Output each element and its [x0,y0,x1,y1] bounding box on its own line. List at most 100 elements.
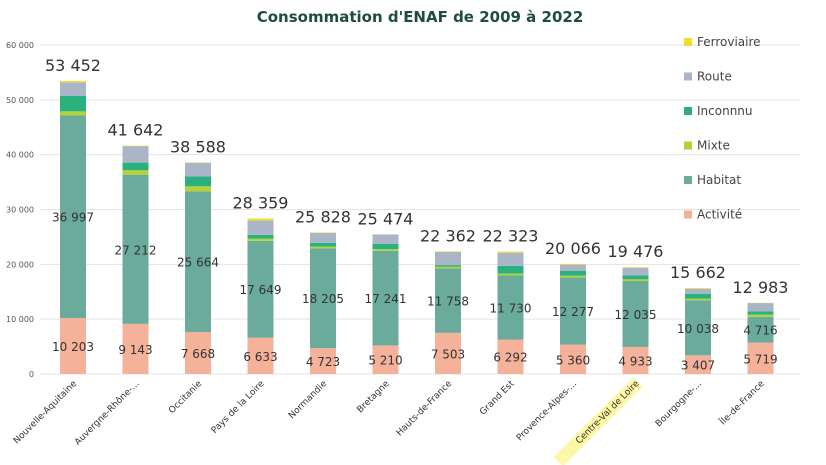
segment-value-label: 5 210 [368,354,402,368]
bar-segment-activité [435,332,461,374]
segment-value-label: 3 407 [681,359,715,373]
segment-value-label: 4 723 [306,355,340,369]
x-tick: Hauts-de-France [395,379,455,439]
bar-segment-activité [247,337,274,374]
bar-segment-habitat [497,275,524,340]
segment-value-label: 17 241 [365,292,407,306]
bar-segment-inconnnu [310,242,336,247]
x-tick: Bretagne [355,379,392,416]
legend-label: Route [697,70,732,84]
legend-swatch [684,38,692,46]
bar-segment-activité [747,342,774,374]
bar-segment-inconnnu [247,234,274,239]
bar-segment-inconnnu [560,270,586,276]
segment-value-label: 6 633 [243,350,277,364]
segment-value-label: 10 203 [52,340,94,354]
segment-value-label: 25 664 [177,256,219,270]
y-tick-label: 20 000 [6,260,34,269]
bar-segment-habitat [435,268,461,333]
bar-segment-inconnnu [185,176,211,187]
highlight-marker [553,377,643,465]
segment-value-label: 10 038 [677,322,719,336]
bar-segment-route [747,303,774,312]
y-tick-label: 10 000 [6,315,34,324]
bar-segment-ferroviaire [622,267,649,268]
bar-segment-route [60,82,86,96]
bar-segment-inconnnu [747,311,774,315]
x-tick: Provence-Alpes-... [515,379,579,443]
bar-segment-habitat [247,240,274,338]
bar-segment-mixte [372,249,399,251]
bar-segment-habitat [685,300,711,356]
segment-value-label: 18 205 [302,292,344,306]
bar-segment-ferroviaire [247,218,274,221]
bar-segment-mixte [247,238,274,241]
x-tick: Bourgogne-... [654,379,704,429]
bar-total-label: 28 359 [233,193,289,212]
y-axis-ticks: 0 10 000 20 000 30 000 40 000 50 000 60 000 [6,41,34,379]
gridlines [40,44,800,375]
x-tick: Auvergne-Rhône-... [72,378,141,447]
bar-segment-habitat [560,277,586,345]
bar-segment-inconnnu [685,293,711,299]
bar-segment-mixte [560,275,586,278]
bar-segment-mixte [122,170,149,175]
x-tick-label: Nouvelle-Aquitaine [12,379,80,447]
x-tick-label: Provence-Alpes-... [515,379,579,443]
segment-value-label: 12 035 [615,308,657,322]
segment-value-label: 5 360 [556,353,590,367]
bar-total-label: 41 642 [108,121,164,140]
bar-total-label: 15 662 [670,263,726,282]
legend: Ferroviaire Route Inconnnu Mixte Habitat Acti… [684,35,761,222]
segment-value-label: 7 503 [431,347,465,361]
legend-swatch [684,107,692,115]
x-tick: Occitanie [167,379,204,416]
legend-label: Habitat [697,173,741,187]
bar-segment-ferroviaire [435,251,461,252]
y-tick-label: 60 000 [6,41,34,50]
bar-segment-route [247,220,274,235]
bar-segment-ferroviaire [310,232,336,233]
bar-segment-route [185,162,211,177]
bar-segment-route [372,234,399,244]
segment-value-label: 5 719 [743,352,777,366]
bar-segment-route [310,232,336,243]
bar-total-label: 53 452 [45,56,101,75]
y-tick-label: 0 [29,370,34,379]
x-tick-label: Normandie [287,379,329,421]
bar-segment-activité [185,331,211,374]
bar-total-label: 12 983 [733,278,789,297]
bar-total-label: 22 362 [420,226,476,245]
y-tick-label: 40 000 [6,151,34,160]
x-tick-label: Bretagne [355,379,392,416]
segment-value-label: 4 716 [743,324,777,338]
bar-segment-inconnnu [60,95,86,112]
bar-segment-habitat [60,115,86,319]
bar-segment-ferroviaire [560,263,586,265]
bar-total-label: 19 476 [608,242,664,261]
bar-segment-activité [310,348,336,374]
segment-value-label: 36 997 [52,211,94,225]
x-tick: Nouvelle-Aquitaine [12,379,80,447]
x-tick-label: Auvergne-Rhône-... [72,378,141,447]
bar-segment-activité [60,318,86,374]
bar-segment-mixte [310,246,336,249]
bar-segment-activité [622,346,649,374]
y-tick-label: 30 000 [6,206,34,215]
segment-value-label: 11 758 [427,295,469,309]
bar-segment-mixte [622,279,649,281]
y-tick-label: 50 000 [6,96,34,105]
bar-segment-route [497,252,524,266]
bar-segment-route [560,264,586,271]
bar-segment-ferroviaire [685,288,711,289]
segment-value-label: 7 668 [181,347,215,361]
bar-segment-ferroviaire [497,251,524,253]
bar-segment-inconnnu [372,243,399,250]
segment-value-label: 12 277 [552,305,594,319]
bar-segment-inconnnu [622,275,649,280]
segment-value-label: 4 933 [618,354,652,368]
bar-segment-mixte [185,186,211,192]
x-tick: Île-de-France [716,377,767,428]
bar-total-label: 25 828 [295,207,351,226]
